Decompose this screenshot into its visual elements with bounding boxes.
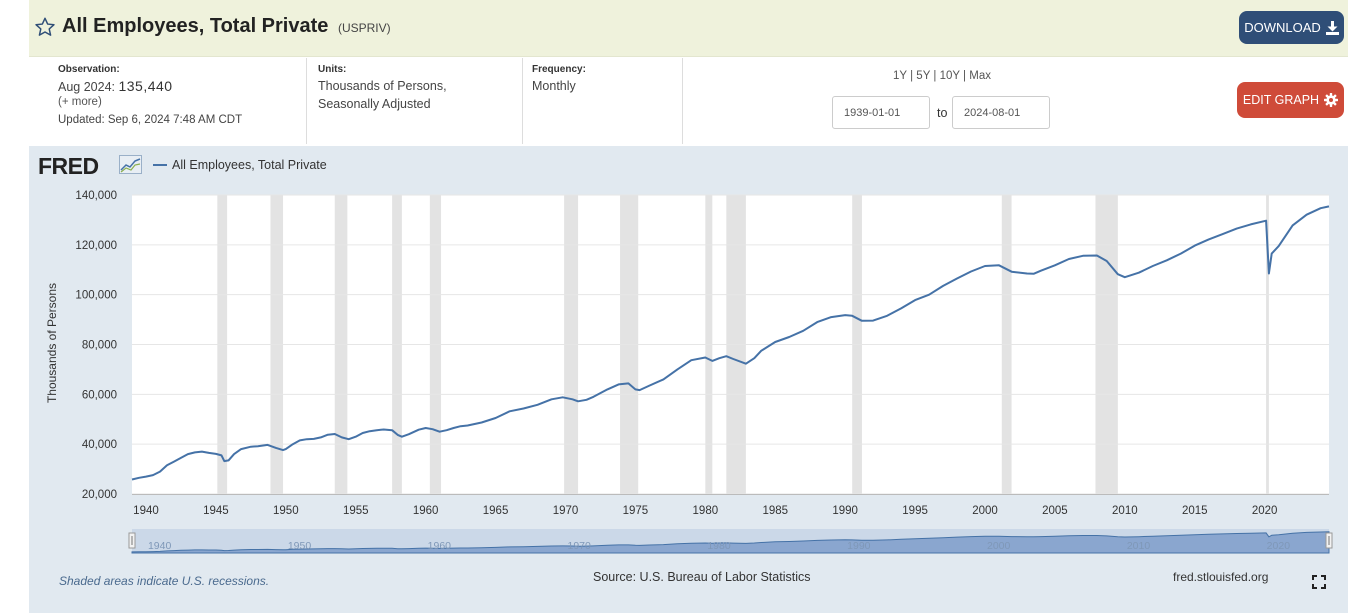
- x-tick-label: 1950: [273, 505, 299, 517]
- x-tick-label: 2015: [1182, 505, 1208, 517]
- end-date-input[interactable]: 2024-08-01: [952, 96, 1050, 129]
- fred-logo-chart-icon: [119, 155, 142, 174]
- range-5y[interactable]: 5Y: [916, 70, 931, 82]
- units-line-1: Thousands of Persons,: [318, 79, 447, 93]
- legend-label: All Employees, Total Private: [172, 158, 327, 172]
- navigator-tick-label: 1950: [288, 540, 312, 552]
- observation-panel: Observation: Aug 2024: 135,440 (+ more) …: [58, 58, 307, 144]
- x-tick-label: 2005: [1042, 505, 1068, 517]
- x-tick-label: 1995: [902, 505, 928, 517]
- observation-value: 135,440: [118, 78, 173, 94]
- x-tick-label: 1990: [832, 505, 858, 517]
- range-separator: |: [933, 70, 937, 82]
- y-tick-label: 60,000: [82, 389, 117, 401]
- x-tick-label: 1955: [343, 505, 369, 517]
- fullscreen-icon[interactable]: [1312, 575, 1326, 589]
- edit-graph-label: EDIT GRAPH: [1242, 93, 1320, 107]
- x-tick-label: 2020: [1252, 505, 1278, 517]
- x-tick-label: 2000: [972, 505, 998, 517]
- series-code: (USPRIV): [337, 21, 391, 35]
- units-label: Units:: [318, 64, 347, 75]
- x-tick-label: 1985: [762, 505, 788, 517]
- x-tick-label: 1945: [203, 505, 229, 517]
- navigator-series: [131, 531, 1330, 554]
- y-tick-label: 40,000: [82, 439, 117, 451]
- navigator-tick-label: 1980: [707, 540, 731, 552]
- x-tick-label: 1980: [693, 505, 719, 517]
- to-label: to: [937, 106, 948, 120]
- frequency-label: Frequency:: [532, 64, 586, 75]
- range-max[interactable]: Max: [969, 70, 991, 82]
- updated-timestamp: Updated: Sep 6, 2024 7:48 AM CDT: [58, 114, 243, 126]
- edit-graph-button[interactable]: EDIT GRAPH: [1237, 82, 1344, 118]
- units-line-2: Seasonally Adjusted: [318, 97, 431, 111]
- range-10y[interactable]: 10Y: [939, 70, 960, 82]
- y-tick-label: 80,000: [82, 340, 117, 352]
- fred-logo: FRED: [38, 153, 99, 180]
- recession-note: Shaded areas indicate U.S. recessions.: [59, 574, 270, 588]
- navigator-tick-label: 2010: [1127, 540, 1151, 552]
- observation-label: Observation:: [58, 64, 120, 75]
- download-button[interactable]: DOWNLOAD: [1239, 11, 1344, 44]
- navigator-tick-label: 1970: [567, 540, 591, 552]
- x-tick-label: 2010: [1112, 505, 1138, 517]
- navigator-tick-label: 2000: [987, 540, 1011, 552]
- download-icon: [1325, 20, 1339, 35]
- observation-line: Aug 2024: 135,440: [58, 77, 306, 96]
- x-tick-label: 1960: [413, 505, 439, 517]
- series-header: All Employees, Total Private (USPRIV) DO…: [29, 0, 1348, 57]
- gear-icon: [1324, 93, 1339, 107]
- range-separator: |: [910, 70, 914, 82]
- legend-swatch: [153, 164, 167, 166]
- series-line: [131, 205, 1330, 481]
- frequency-value: Monthly: [532, 79, 576, 93]
- fred-logo-text: FRED: [38, 153, 99, 179]
- x-tick-label: 1970: [553, 505, 579, 517]
- units-panel: Units: Thousands of Persons, Seasonally …: [318, 58, 523, 144]
- range-separator: |: [963, 70, 967, 82]
- y-tick-label: 20,000: [82, 489, 117, 501]
- observation-date: Aug 2024:: [58, 80, 115, 94]
- y-tick-label: 100,000: [75, 290, 117, 302]
- navigator-tick-label: 1990: [847, 540, 871, 552]
- y-tick-label: 120,000: [75, 240, 117, 252]
- range-selector: 1Y | 5Y | 10Y | Max: [862, 70, 1022, 82]
- frequency-panel: Frequency: Monthly: [532, 58, 683, 144]
- range-1y[interactable]: 1Y: [893, 70, 907, 82]
- navigator-tick-label: 1940: [148, 540, 172, 552]
- star-icon[interactable]: [34, 16, 56, 38]
- y-tick-label: 140,000: [75, 190, 117, 202]
- series-title: All Employees, Total Private: [62, 15, 329, 37]
- start-date-input[interactable]: 1939-01-01: [832, 96, 930, 129]
- site-link[interactable]: fred.stlouisfed.org: [1173, 570, 1269, 584]
- more-link[interactable]: (+ more): [58, 96, 102, 108]
- x-tick-label: 1965: [483, 505, 509, 517]
- page-title: All Employees, Total Private (USPRIV): [62, 15, 391, 38]
- x-tick-label: 1940: [133, 505, 159, 517]
- navigator-tick-label: 1960: [428, 540, 452, 552]
- source-text: Source: U.S. Bureau of Labor Statistics: [593, 570, 811, 584]
- download-label: DOWNLOAD: [1244, 20, 1321, 35]
- navigator-tick-label: 2020: [1267, 540, 1291, 552]
- x-tick-label: 1975: [623, 505, 649, 517]
